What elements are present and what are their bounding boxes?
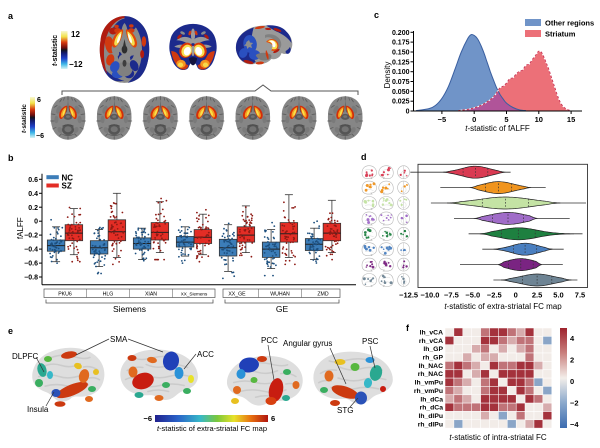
svg-text:−4: −4 — [570, 420, 579, 429]
svg-text:−5.0: −5.0 — [465, 291, 480, 300]
svg-text:lh_dlPu: lh_dlPu — [418, 413, 443, 420]
svg-text:lh_NAC: lh_NAC — [418, 363, 443, 370]
svg-text:Density: Density — [383, 62, 392, 89]
svg-text:2.5: 2.5 — [532, 291, 542, 300]
svg-text:WUHAN: WUHAN — [270, 291, 290, 297]
svg-text:Striatum: Striatum — [545, 30, 576, 39]
svg-text:−0.2: −0.2 — [24, 233, 38, 240]
svg-text:lh_dCa: lh_dCa — [420, 396, 443, 403]
svg-text:PKU6: PKU6 — [58, 291, 72, 297]
svg-text:0.025: 0.025 — [392, 99, 410, 106]
svg-text:−5: −5 — [438, 115, 447, 124]
svg-text:0: 0 — [406, 109, 410, 116]
svg-text:fALFF: fALFF — [16, 217, 25, 239]
svg-text:t-statistic: t-statistic — [52, 35, 59, 66]
svg-text:Insula: Insula — [27, 405, 49, 414]
svg-text:t-statistic of intra-striatal: t-statistic of intra-striatal FC — [449, 433, 547, 442]
svg-text:ZMD: ZMD — [317, 291, 328, 297]
svg-text:Other regions: Other regions — [545, 19, 594, 28]
svg-text:SMA: SMA — [110, 335, 128, 344]
svg-text:0.150: 0.150 — [392, 50, 410, 57]
svg-text:0: 0 — [570, 377, 574, 386]
svg-text:−10.0: −10.0 — [421, 291, 440, 300]
svg-text:rh_dlPu: rh_dlPu — [418, 421, 443, 428]
svg-text:PSC: PSC — [362, 337, 379, 346]
svg-text:lh_vmPu: lh_vmPu — [415, 380, 443, 387]
svg-text:10: 10 — [535, 115, 543, 124]
svg-text:0.4: 0.4 — [28, 191, 38, 198]
svg-text:rh_GP: rh_GP — [423, 355, 444, 362]
svg-text:rh_NAC: rh_NAC — [418, 371, 443, 378]
svg-text:5.0: 5.0 — [553, 291, 563, 300]
svg-text:rh_vmPu: rh_vmPu — [414, 388, 443, 395]
svg-text:2: 2 — [570, 356, 574, 365]
svg-text:0: 0 — [514, 291, 518, 300]
svg-text:6: 6 — [37, 97, 41, 104]
svg-text:lh_GP: lh_GP — [423, 346, 443, 353]
svg-text:−2.5: −2.5 — [487, 291, 502, 300]
svg-text:0.125: 0.125 — [392, 59, 410, 66]
svg-text:0.6: 0.6 — [28, 177, 38, 184]
svg-text:Siemens: Siemens — [113, 304, 146, 314]
svg-text:SZ: SZ — [62, 182, 72, 191]
svg-text:NC: NC — [62, 173, 74, 182]
svg-text:t-statistic of fALFF: t-statistic of fALFF — [465, 124, 530, 133]
svg-text:0.200: 0.200 — [392, 30, 410, 37]
svg-text:t-statistic of extra-striatal: t-statistic of extra-striatal FC map — [444, 302, 562, 310]
svg-text:STG: STG — [337, 406, 353, 415]
svg-text:0: 0 — [472, 115, 476, 124]
svg-text:−0.4: −0.4 — [24, 247, 38, 254]
svg-text:0.100: 0.100 — [392, 69, 410, 76]
svg-text:rh_vCA: rh_vCA — [419, 338, 443, 345]
svg-text:rh_dCa: rh_dCa — [420, 405, 444, 412]
svg-text:0: 0 — [34, 219, 38, 226]
svg-text:Angular gyrus: Angular gyrus — [283, 339, 332, 348]
svg-text:15: 15 — [567, 115, 575, 124]
svg-text:−12.5: −12.5 — [399, 291, 418, 300]
svg-text:DLPFC: DLPFC — [12, 352, 38, 361]
svg-text:ACC: ACC — [197, 350, 214, 359]
svg-text:−7.5: −7.5 — [444, 291, 459, 300]
svg-text:0.2: 0.2 — [28, 205, 38, 212]
svg-text:0.175: 0.175 — [392, 40, 410, 47]
svg-text:PCC: PCC — [261, 336, 278, 345]
svg-text:0.050: 0.050 — [392, 89, 410, 96]
svg-text:−6: −6 — [143, 414, 152, 423]
svg-text:−12: −12 — [69, 60, 83, 69]
svg-text:7.5: 7.5 — [575, 291, 585, 300]
svg-text:12: 12 — [71, 30, 80, 39]
svg-text:6: 6 — [271, 414, 275, 423]
svg-text:−0.6: −0.6 — [24, 261, 38, 268]
svg-text:XX_GE: XX_GE — [228, 291, 246, 297]
svg-text:HLG: HLG — [103, 291, 114, 297]
svg-text:XX_Siemens: XX_Siemens — [181, 291, 208, 296]
svg-text:−0.8: −0.8 — [24, 275, 38, 282]
svg-text:XIAN: XIAN — [145, 291, 157, 297]
svg-text:t-statistic of extra-striatal: t-statistic of extra-striatal FC map — [157, 424, 267, 433]
svg-text:GE: GE — [276, 304, 289, 314]
svg-text:−2: −2 — [570, 399, 579, 408]
svg-text:0.075: 0.075 — [392, 79, 410, 86]
svg-text:−6: −6 — [36, 133, 44, 140]
svg-text:lh_vCA: lh_vCA — [420, 330, 444, 337]
svg-text:t-statistic: t-statistic — [21, 104, 28, 133]
svg-text:4: 4 — [570, 334, 575, 343]
svg-text:5: 5 — [504, 115, 508, 124]
